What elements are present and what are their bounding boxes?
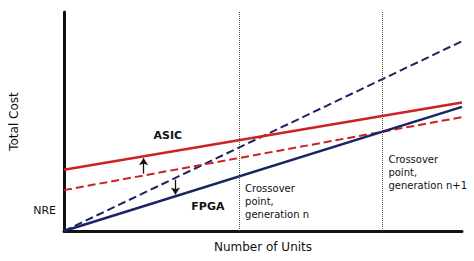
svg-text:generation n+1: generation n+1 bbox=[388, 180, 467, 191]
svg-text:NRE: NRE bbox=[33, 204, 56, 217]
svg-text:point,: point, bbox=[388, 167, 417, 178]
svg-text:Crossover: Crossover bbox=[388, 154, 439, 165]
svg-text:Total Cost: Total Cost bbox=[7, 92, 21, 152]
svg-text:Number of Units: Number of Units bbox=[214, 240, 312, 254]
svg-text:Crossover: Crossover bbox=[245, 183, 296, 194]
svg-text:point,: point, bbox=[245, 196, 274, 207]
svg-text:FPGA: FPGA bbox=[191, 200, 225, 213]
svg-text:ASIC: ASIC bbox=[154, 129, 183, 142]
svg-text:generation n: generation n bbox=[245, 209, 309, 220]
